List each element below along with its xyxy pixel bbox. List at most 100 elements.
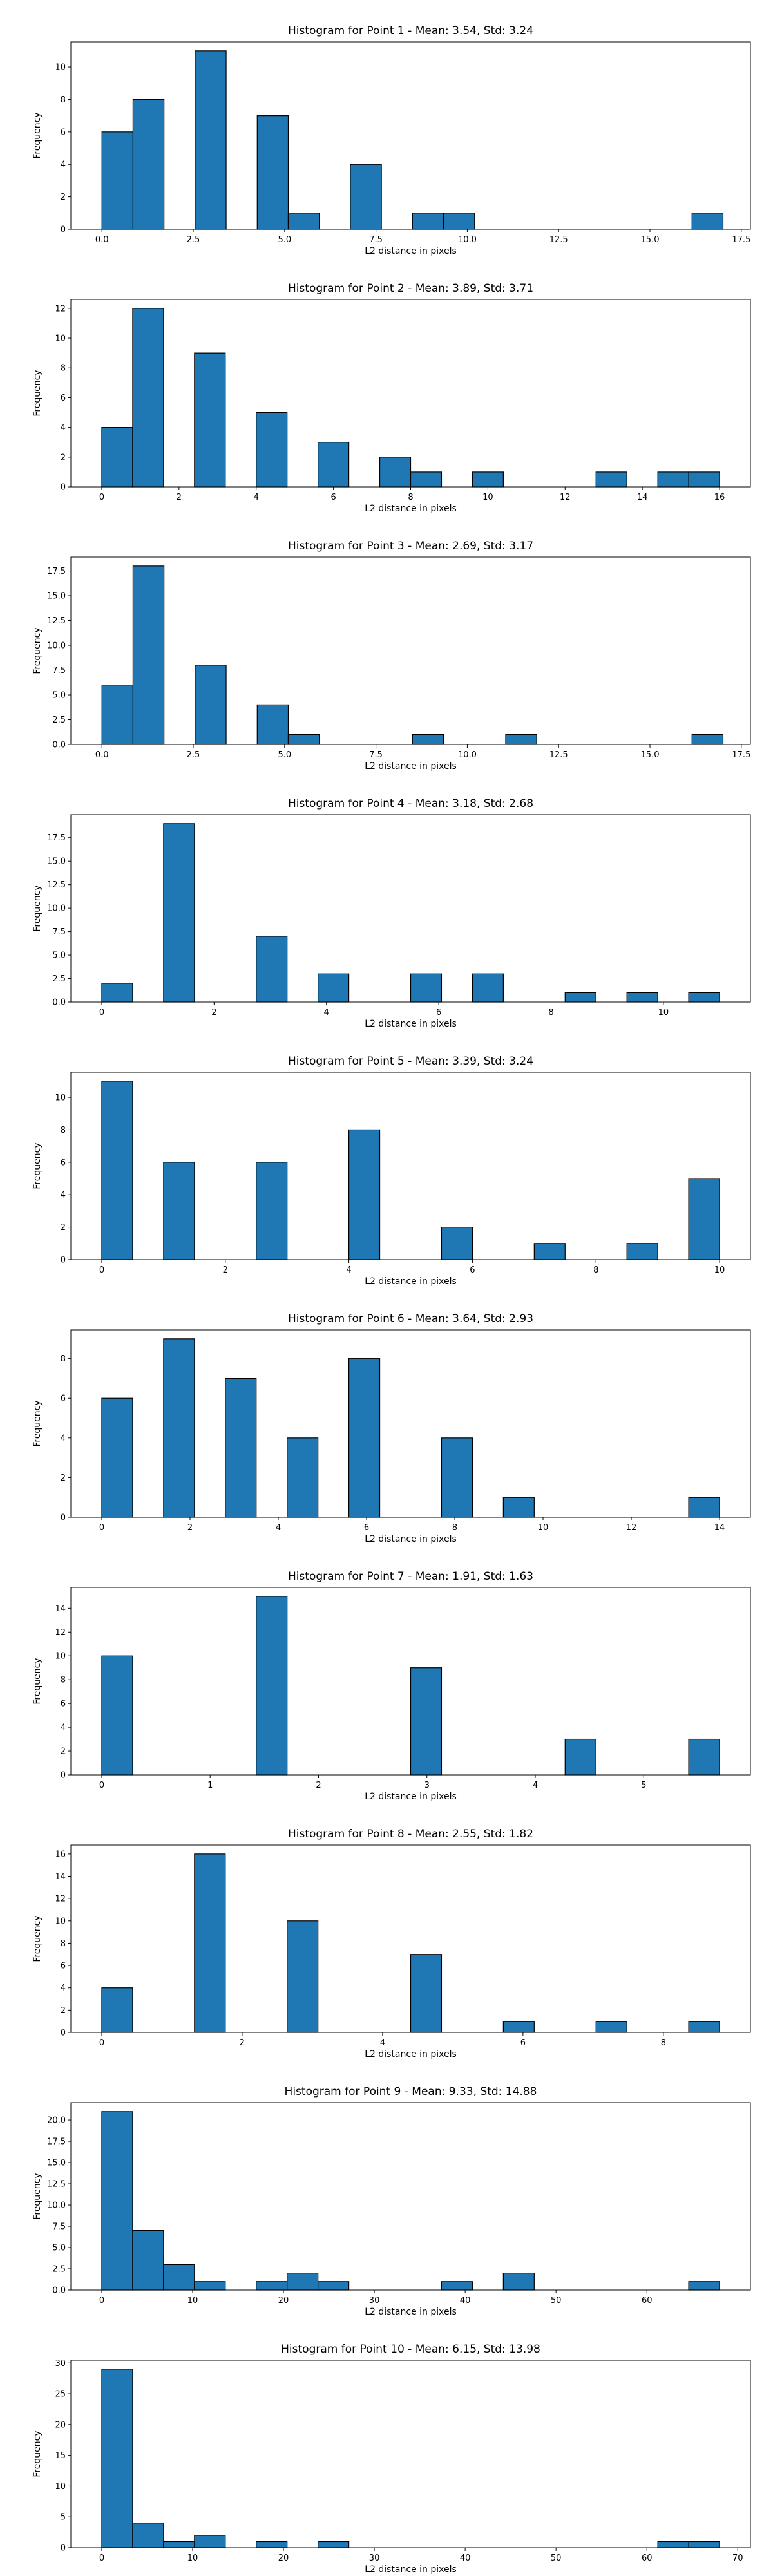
y-tick-label: 8 — [61, 364, 66, 374]
histogram-bar — [101, 685, 134, 745]
x-tick-label: 17.5 — [732, 750, 750, 760]
histogram-panel: Histogram for Point 9 - Mean: 9.33, Std:… — [32, 2085, 751, 2317]
histogram-bar — [472, 973, 504, 1003]
x-tick-label: 8 — [408, 493, 413, 502]
y-tick-label: 0 — [61, 225, 66, 235]
histogram-bar — [626, 992, 658, 1003]
x-tick-label: 40 — [460, 2553, 471, 2563]
histogram-bar — [691, 213, 724, 230]
histogram-bar — [101, 1987, 133, 2033]
x-tick-label: 10.0 — [458, 235, 477, 245]
histogram-bar — [505, 734, 537, 745]
y-tick-label: 4 — [61, 1723, 66, 1733]
x-tick-label: 0 — [99, 2038, 104, 2048]
y-tick-label: 2 — [61, 1747, 66, 1757]
x-axis-label: L2 distance in pixels — [365, 1019, 457, 1029]
y-tick-label: 0 — [61, 1771, 66, 1781]
histogram-bar — [194, 2535, 226, 2548]
histogram-bar — [101, 983, 133, 1003]
y-tick-label: 0 — [61, 2544, 66, 2553]
histogram-bar — [132, 99, 165, 230]
y-tick-label: 2.5 — [52, 974, 66, 984]
histogram-bar — [564, 992, 596, 1003]
x-tick-label: 2 — [177, 493, 182, 502]
x-tick-label: 5.0 — [278, 750, 291, 760]
x-tick-label: 17.5 — [732, 235, 750, 245]
y-tick-label: 14 — [55, 1872, 66, 1882]
chart-title: Histogram for Point 4 - Mean: 3.18, Std:… — [288, 797, 533, 810]
y-tick-label: 5.0 — [52, 2244, 66, 2253]
histogram-bar — [101, 1081, 133, 1260]
histogram-bar — [287, 734, 320, 745]
x-tick-label: 0 — [99, 2296, 104, 2306]
y-tick-label: 10 — [55, 2482, 66, 2492]
histogram-bar — [256, 2281, 288, 2291]
y-tick-label: 0 — [61, 483, 66, 493]
x-tick-label: 1 — [207, 1781, 213, 1790]
histogram-bar — [348, 1358, 381, 1518]
x-tick-label: 6 — [330, 493, 336, 502]
histogram-bar — [132, 565, 165, 745]
y-tick-label: 0.0 — [52, 2286, 66, 2296]
histogram-bar — [657, 2541, 689, 2548]
x-tick-label: 70 — [732, 2553, 743, 2563]
chart-title: Histogram for Point 9 - Mean: 9.33, Std:… — [285, 2085, 537, 2098]
x-tick-label: 10 — [187, 2553, 198, 2563]
y-tick-label: 6 — [61, 1700, 66, 1709]
x-tick-label: 2 — [223, 1265, 228, 1275]
y-tick-label: 0.0 — [52, 998, 66, 1008]
y-tick-label: 7.5 — [52, 2222, 66, 2232]
y-axis-label: Frequency — [32, 885, 43, 931]
y-axis-label: Frequency — [32, 2173, 43, 2219]
y-tick-label: 0 — [61, 2029, 66, 2038]
y-tick-label: 25 — [55, 2390, 66, 2400]
y-tick-label: 4 — [61, 1191, 66, 1200]
x-tick-label: 14 — [637, 493, 648, 502]
y-tick-label: 6 — [61, 393, 66, 403]
x-tick-label: 3 — [425, 1781, 430, 1790]
y-tick-label: 4 — [61, 160, 66, 170]
histogram-bar — [287, 213, 320, 230]
x-tick-label: 0 — [99, 1523, 104, 1533]
y-tick-label: 4 — [61, 1434, 66, 1443]
y-tick-label: 8 — [61, 1939, 66, 1949]
y-tick-label: 5.0 — [52, 691, 66, 701]
y-tick-label: 10.0 — [47, 2201, 66, 2211]
y-tick-label: 8 — [61, 1126, 66, 1135]
y-tick-label: 4 — [61, 1984, 66, 1993]
x-axis-label: L2 distance in pixels — [365, 2049, 457, 2060]
histogram-panel: Histogram for Point 8 - Mean: 2.55, Std:… — [32, 1828, 751, 2060]
histogram-bar — [657, 471, 689, 488]
histogram-bar — [163, 1162, 195, 1260]
chart-title: Histogram for Point 2 - Mean: 3.89, Std:… — [288, 282, 533, 295]
x-axis-label: L2 distance in pixels — [365, 1792, 457, 1802]
x-tick-label: 7.5 — [369, 235, 383, 245]
x-tick-label: 10 — [187, 2296, 198, 2306]
chart-title: Histogram for Point 3 - Mean: 2.69, Std:… — [288, 540, 533, 553]
y-tick-label: 14 — [55, 1604, 66, 1614]
histogram-bar — [350, 164, 382, 230]
histogram-bar — [626, 1243, 658, 1260]
x-tick-label: 4 — [324, 1008, 329, 1018]
x-axis-label: L2 distance in pixels — [365, 2307, 457, 2317]
x-tick-label: 5 — [641, 1781, 646, 1790]
histogram-bar — [318, 2541, 350, 2548]
histogram-bar — [195, 50, 227, 230]
chart-title: Histogram for Point 10 - Mean: 6.15, Std… — [281, 2343, 540, 2356]
y-axis-label: Frequency — [32, 112, 43, 158]
y-tick-label: 10 — [55, 63, 66, 73]
y-axis-label: Frequency — [32, 2430, 43, 2477]
x-tick-label: 2.5 — [187, 750, 200, 760]
histogram-bar — [564, 1738, 596, 1776]
x-axis-label: L2 distance in pixels — [365, 1276, 457, 1287]
axes-frame — [70, 556, 751, 745]
histogram-bar — [502, 1497, 535, 1518]
x-tick-label: 2 — [211, 1008, 216, 1018]
histogram-panel: Histogram for Point 4 - Mean: 3.18, Std:… — [32, 797, 751, 1029]
x-tick-label: 0 — [99, 1265, 104, 1275]
y-tick-label: 2 — [61, 1223, 66, 1233]
x-tick-label: 20 — [278, 2296, 289, 2306]
y-tick-label: 10 — [55, 1652, 66, 1662]
x-axis-label: L2 distance in pixels — [365, 1534, 457, 1544]
histogram-bar — [101, 131, 134, 230]
